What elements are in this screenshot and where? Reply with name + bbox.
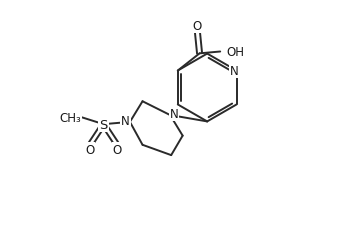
Text: N: N — [231, 65, 239, 78]
Text: S: S — [99, 118, 108, 131]
Text: N: N — [121, 115, 130, 128]
Text: N: N — [170, 108, 179, 121]
Text: OH: OH — [227, 46, 244, 59]
Text: O: O — [193, 20, 202, 33]
Text: O: O — [113, 143, 122, 156]
Text: O: O — [85, 143, 94, 156]
Text: CH₃: CH₃ — [59, 111, 80, 124]
